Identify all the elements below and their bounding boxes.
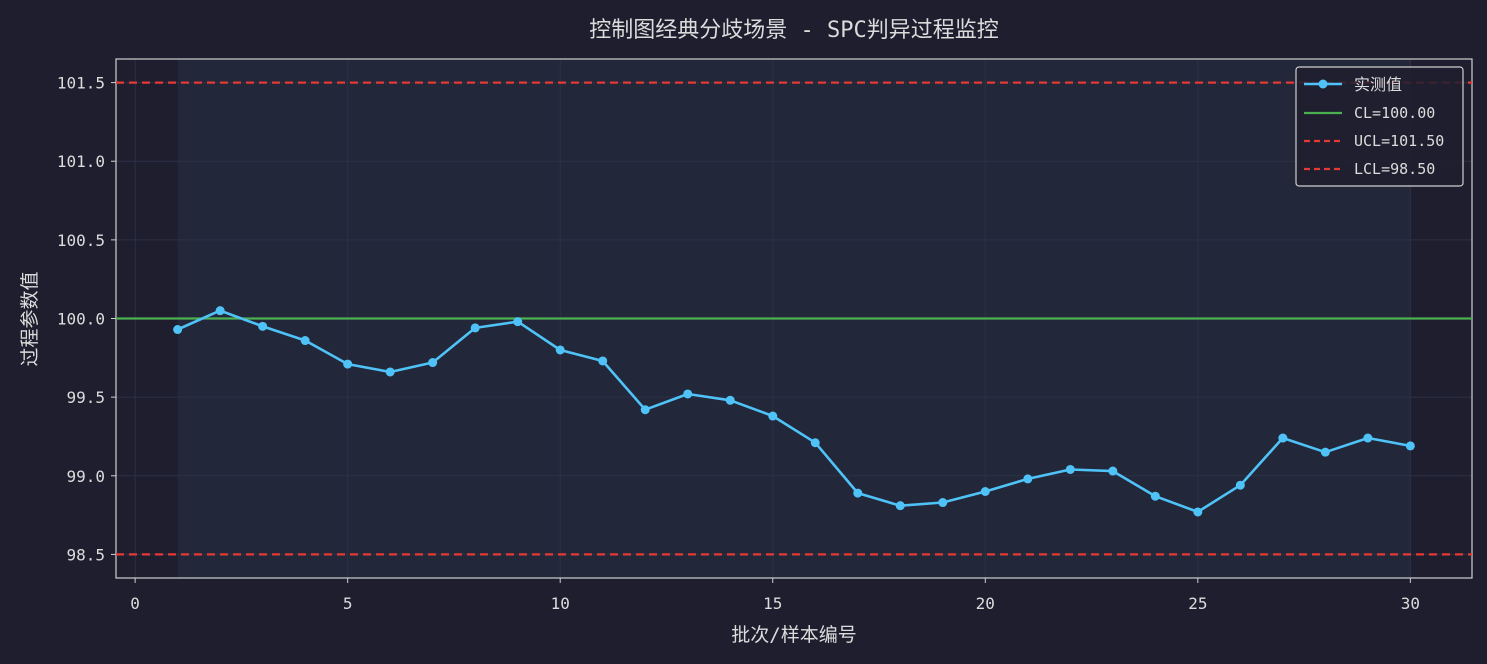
data-point [1023, 474, 1033, 484]
x-tick-label: 30 [1401, 594, 1420, 613]
data-point [1235, 480, 1245, 490]
data-point [385, 367, 395, 377]
data-point [173, 325, 183, 335]
data-point [810, 438, 820, 448]
data-point [1405, 441, 1415, 451]
legend-series-marker [1318, 79, 1328, 89]
legend-ref-label: LCL=98.50 [1354, 160, 1435, 178]
data-point [1320, 447, 1330, 457]
data-point [1108, 466, 1118, 476]
data-point [428, 358, 438, 368]
data-point [725, 395, 735, 405]
legend-series-label: 实测值 [1354, 75, 1402, 94]
data-point [1065, 464, 1075, 474]
plot-area: 0 5 10 15 20 25 30 98.5 99.0 99.5 100.0 100.5 101.0 1… [57, 58, 1473, 613]
legend-box [1295, 66, 1464, 187]
data-point [895, 501, 905, 511]
data-point [683, 389, 693, 399]
x-tick-label: 5 [343, 594, 353, 613]
data-point [1150, 491, 1160, 501]
y-tick-label: 100.5 [57, 231, 105, 250]
data-point [1193, 507, 1203, 517]
legend-ref-label: UCL=101.50 [1354, 132, 1444, 150]
series-line [177, 309, 1411, 514]
y-tick-label: 99.0 [66, 467, 105, 486]
data-point [980, 487, 990, 496]
legend-ref-label: CL=100.00 [1354, 104, 1435, 122]
y-tick-label: 98.5 [66, 545, 105, 564]
data-point [215, 306, 225, 316]
data-point [598, 356, 608, 366]
data-point [938, 498, 948, 508]
legend: 实测值 CL=100.00 UCL=101.50 LCL=98.50 [1295, 66, 1464, 187]
data-point [300, 336, 310, 346]
data-point [768, 411, 778, 421]
y-axis-label: 过程参数值 [19, 271, 41, 366]
data-point [258, 321, 268, 331]
y-tick-label: 101.0 [57, 152, 105, 171]
y-tick-label: 100.0 [57, 310, 105, 329]
x-tick-label: 20 [976, 594, 995, 613]
data-point [1363, 433, 1373, 443]
x-tick-label: 15 [763, 594, 782, 613]
data-point [853, 488, 863, 498]
data-point [513, 317, 523, 327]
x-axis-label: 批次/样本编号 [731, 624, 856, 646]
x-tick-label: 25 [1188, 594, 1207, 613]
data-point [470, 323, 480, 333]
x-tick-label: 10 [551, 594, 570, 613]
x-tick-label: 0 [130, 594, 140, 613]
y-tick-label: 101.5 [57, 74, 105, 93]
data-point [555, 345, 565, 355]
y-tick-label: 99.5 [66, 388, 105, 407]
chart-title: 控制图经典分歧场景 - SPC判异过程监控 [589, 18, 998, 43]
data-point [1278, 433, 1288, 443]
data-point [343, 359, 353, 369]
data-point [640, 405, 650, 415]
